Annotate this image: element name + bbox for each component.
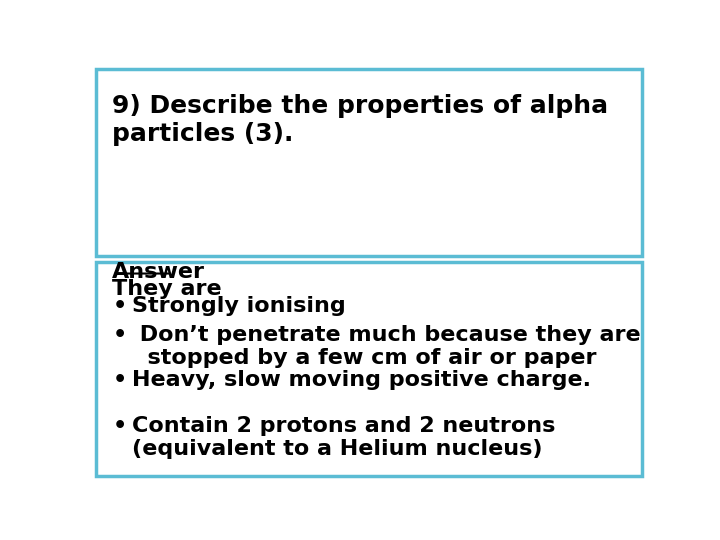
Text: •: •	[112, 370, 127, 390]
Text: Heavy, slow moving positive charge.: Heavy, slow moving positive charge.	[132, 370, 591, 390]
Text: •: •	[112, 295, 127, 315]
Text: 9) Describe the properties of alpha
particles (3).: 9) Describe the properties of alpha part…	[112, 94, 608, 146]
FancyBboxPatch shape	[96, 262, 642, 476]
Text: •: •	[112, 325, 127, 345]
Text: They are: They are	[112, 279, 222, 299]
Text: Strongly ionising: Strongly ionising	[132, 295, 346, 315]
FancyBboxPatch shape	[96, 69, 642, 256]
Text: •: •	[112, 416, 127, 436]
Text: Contain 2 protons and 2 neutrons
(equivalent to a Helium nucleus): Contain 2 protons and 2 neutrons (equiva…	[132, 416, 555, 460]
Text: Don’t penetrate much because they are
  stopped by a few cm of air or paper: Don’t penetrate much because they are st…	[132, 325, 641, 368]
Text: Answer: Answer	[112, 262, 205, 282]
